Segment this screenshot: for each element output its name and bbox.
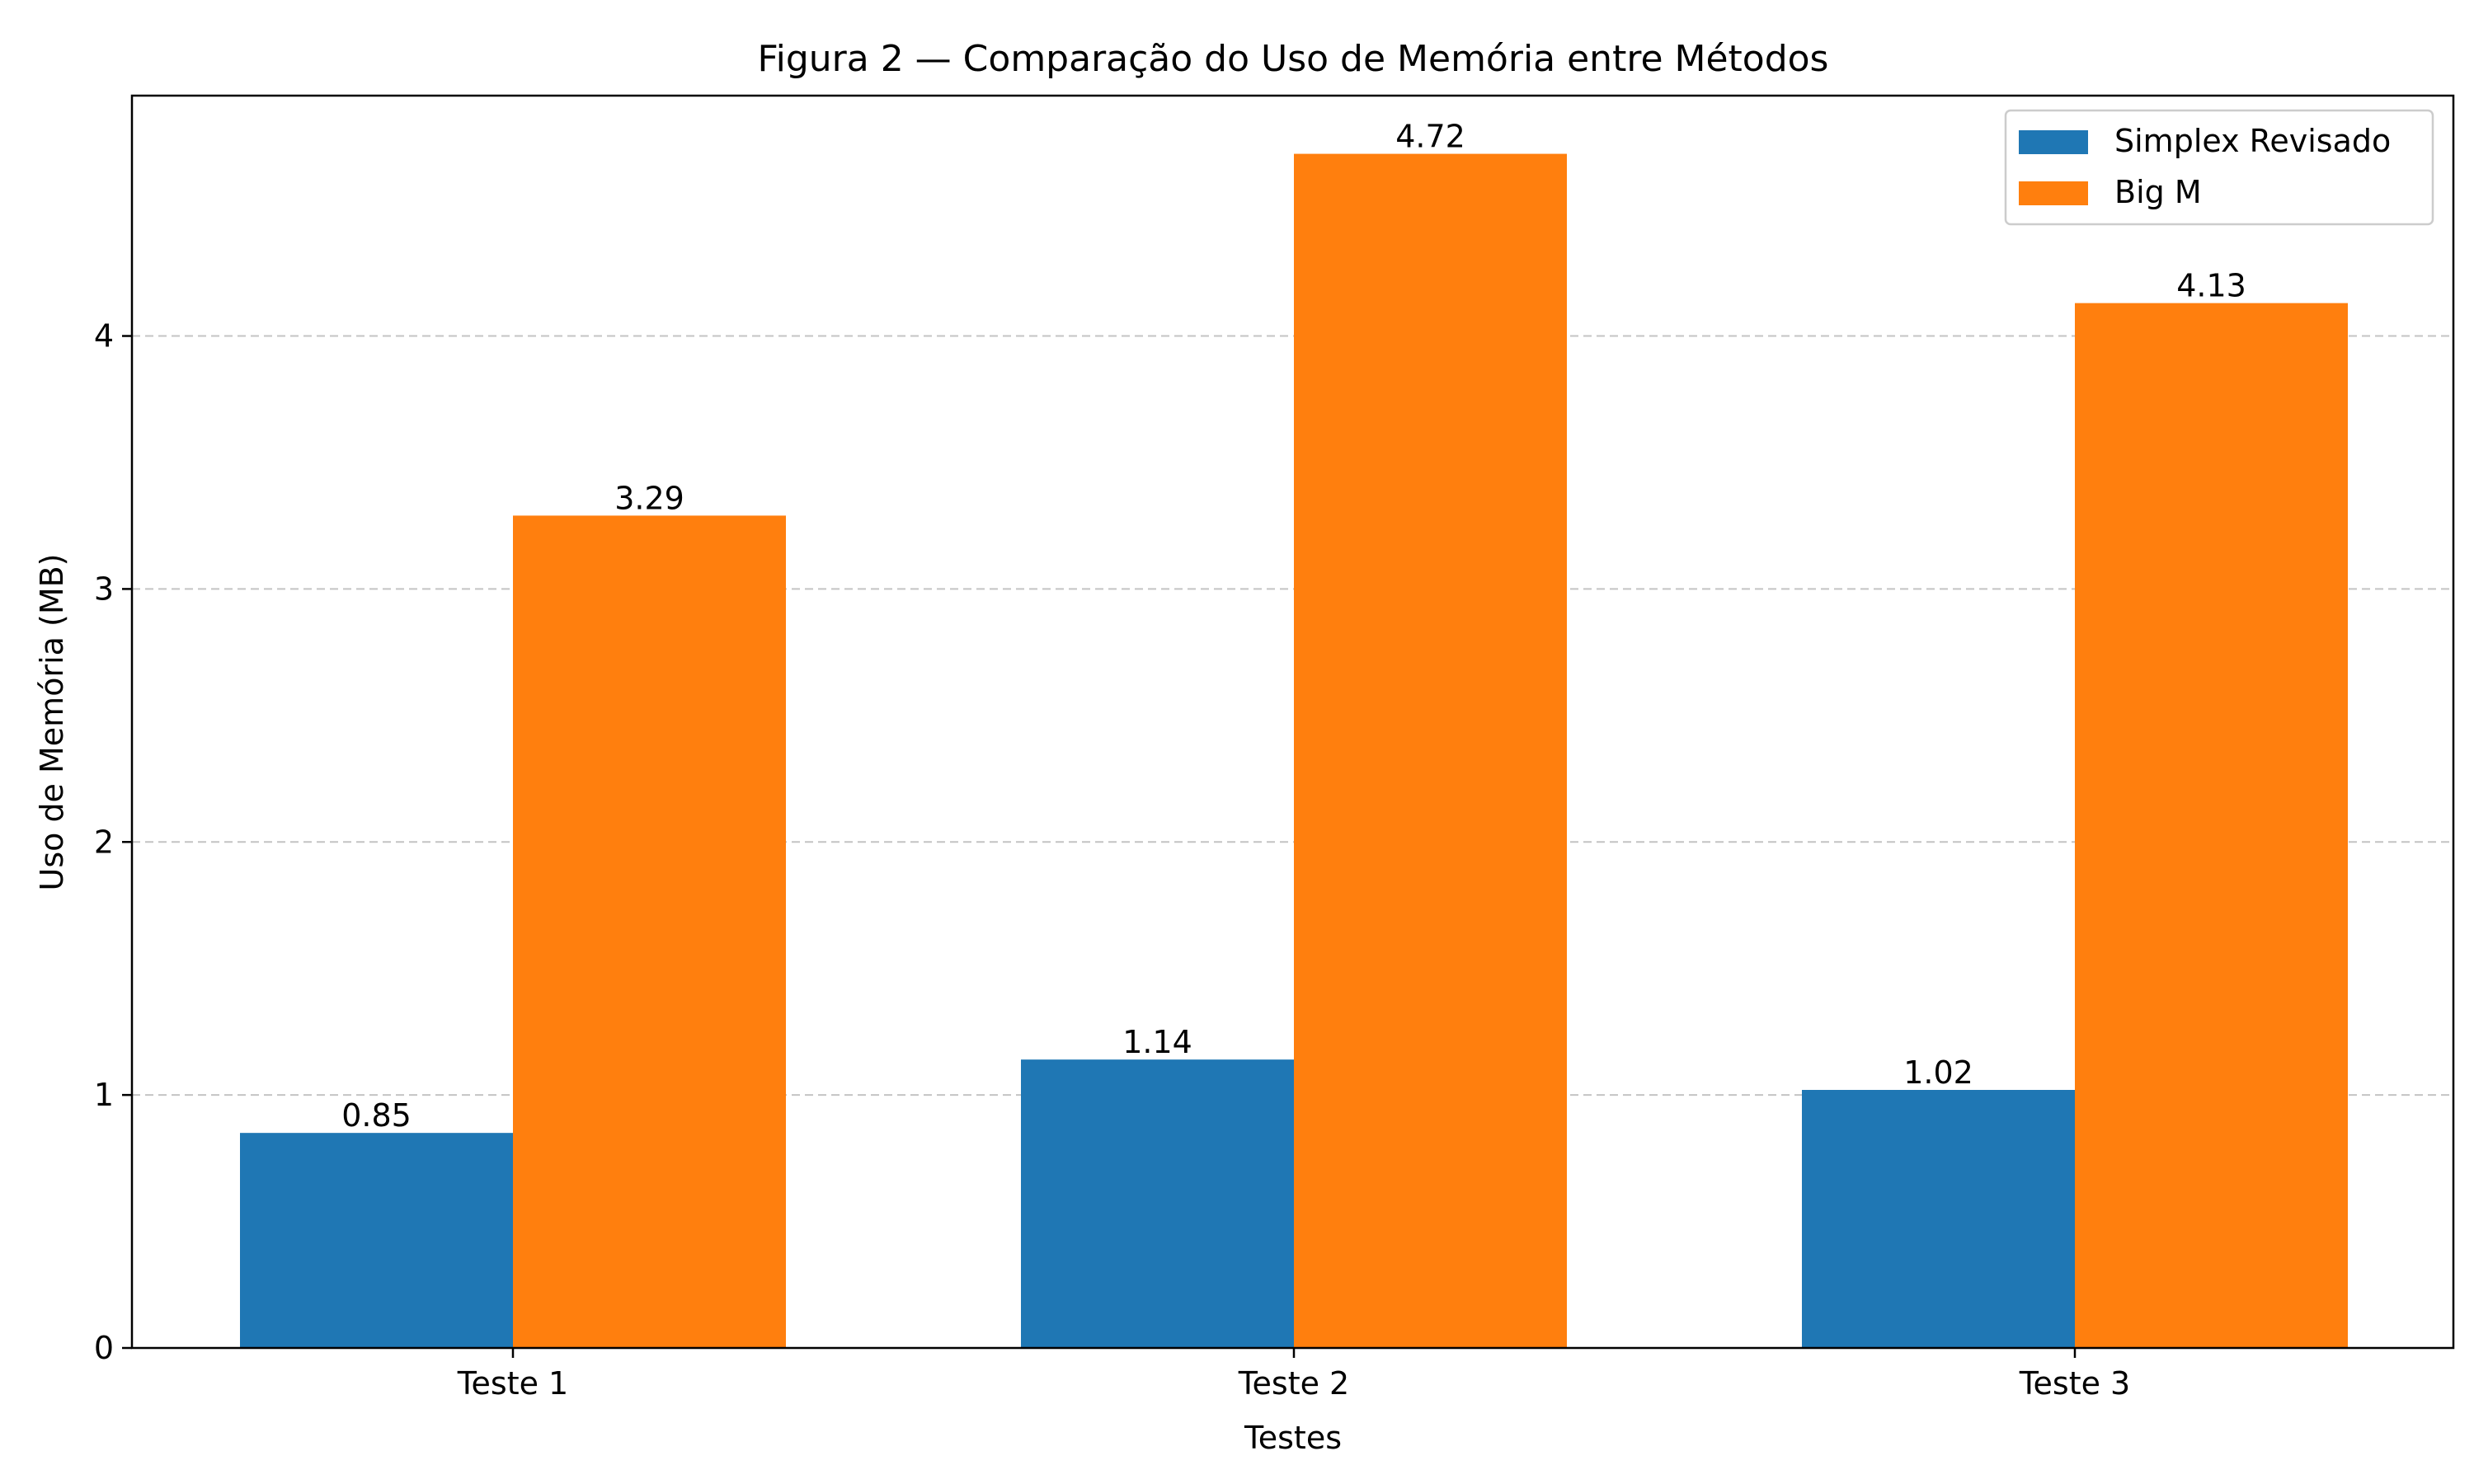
data-label-big-m-teste-1: 3.29 xyxy=(614,480,684,516)
chart-title: Figura 2 — Comparação do Uso de Memória … xyxy=(758,38,1829,80)
legend-label-simplex-revisado: Simplex Revisado xyxy=(2114,123,2391,159)
x-tick-label-teste-2: Teste 2 xyxy=(1238,1365,1349,1402)
y-tick-label: 0 xyxy=(94,1330,114,1366)
y-tick-label: 2 xyxy=(94,824,114,860)
bar-simplex-revisado-teste-3 xyxy=(1802,1089,2075,1348)
legend-swatch-simplex-revisado xyxy=(2019,130,2088,154)
bar-simplex-revisado-teste-1 xyxy=(240,1133,513,1348)
legend: Simplex Revisado Big M xyxy=(2004,109,2434,226)
bar-big-m-teste-2 xyxy=(1294,153,1567,1348)
y-tick-label: 4 xyxy=(94,318,114,355)
legend-label-big-m: Big M xyxy=(2114,174,2202,210)
bar-simplex-revisado-teste-2 xyxy=(1021,1059,1294,1348)
y-axis-ticks: 0 1 2 3 4 xyxy=(94,318,132,1366)
legend-swatch-big-m xyxy=(2019,181,2088,205)
x-axis-label: Testes xyxy=(1244,1420,1342,1456)
data-label-simplex-revisado-teste-3: 1.02 xyxy=(1903,1054,1973,1091)
data-label-big-m-teste-3: 4.13 xyxy=(2176,268,2246,304)
x-tick-label-teste-3: Teste 3 xyxy=(2019,1365,2130,1402)
data-label-simplex-revisado-teste-2: 1.14 xyxy=(1122,1024,1192,1060)
y-tick-label: 1 xyxy=(94,1077,114,1113)
data-label-simplex-revisado-teste-1: 0.85 xyxy=(341,1097,412,1134)
bar-big-m-teste-1 xyxy=(513,515,786,1348)
x-tick-label-teste-1: Teste 1 xyxy=(457,1365,568,1402)
x-axis-ticks: Teste 1 Teste 2 Teste 3 xyxy=(457,1348,2130,1402)
data-label-big-m-teste-2: 4.72 xyxy=(1395,119,1465,155)
plot-frame xyxy=(130,94,2455,1350)
bars xyxy=(240,153,2348,1348)
legend-frame xyxy=(2004,109,2434,226)
y-axis-label: Uso de Memória (MB) xyxy=(34,553,70,890)
y-tick-label: 3 xyxy=(94,571,114,607)
bar-big-m-teste-3 xyxy=(2075,303,2348,1348)
data-labels: 0.85 1.14 1.02 3.29 4.72 4.13 xyxy=(341,119,2246,1134)
